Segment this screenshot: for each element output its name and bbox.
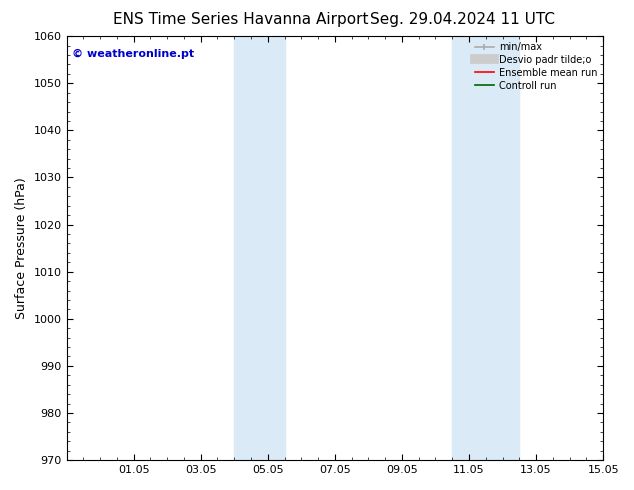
Legend: min/max, Desvio padr tilde;o, Ensemble mean run, Controll run: min/max, Desvio padr tilde;o, Ensemble m… [470, 38, 601, 95]
Bar [234, 36, 285, 460]
Y-axis label: Surface Pressure (hPa): Surface Pressure (hPa) [15, 177, 28, 319]
Text: Seg. 29.04.2024 11 UTC: Seg. 29.04.2024 11 UTC [370, 12, 555, 27]
Text: © weatheronline.pt: © weatheronline.pt [72, 49, 194, 59]
Bar [452, 36, 519, 460]
Text: ENS Time Series Havanna Airport: ENS Time Series Havanna Airport [113, 12, 368, 27]
